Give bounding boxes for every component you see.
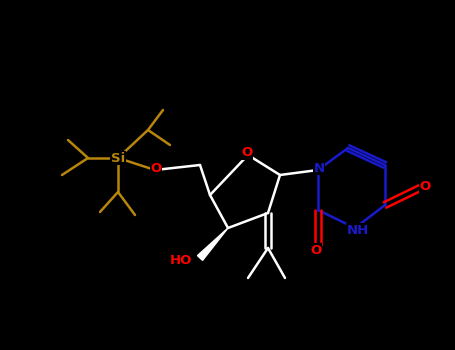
Text: O: O bbox=[420, 180, 430, 193]
Text: O: O bbox=[310, 244, 322, 257]
Text: O: O bbox=[241, 147, 253, 160]
Text: O: O bbox=[150, 162, 162, 175]
Polygon shape bbox=[197, 228, 228, 260]
Text: N: N bbox=[313, 161, 324, 175]
Text: NH: NH bbox=[347, 224, 369, 237]
Text: Si: Si bbox=[111, 152, 125, 164]
Text: HO: HO bbox=[170, 253, 192, 266]
